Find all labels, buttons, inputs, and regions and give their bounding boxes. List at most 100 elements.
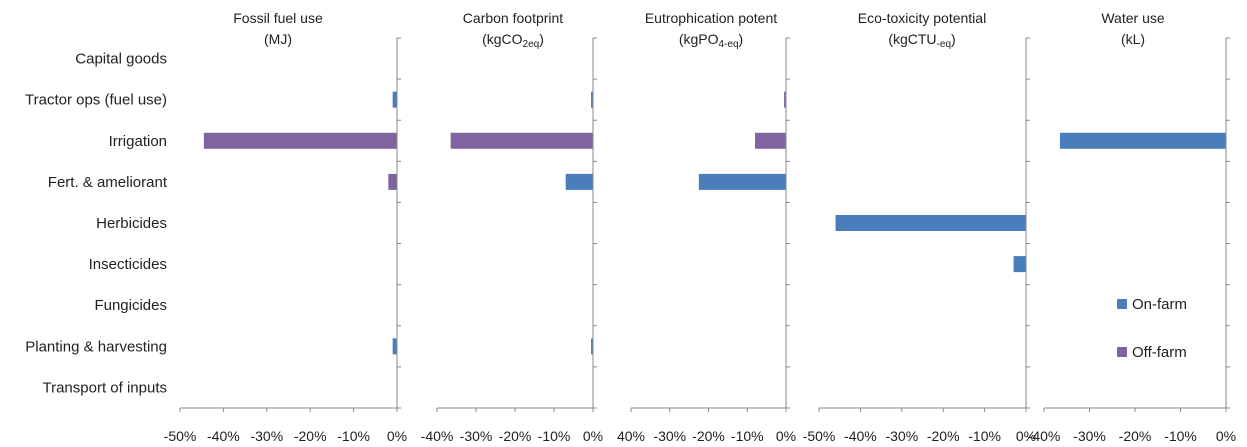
category-label-irrigation: Irrigation [109, 133, 167, 150]
unit-main: (kgPO [679, 31, 719, 47]
x-tick-label: -20% [499, 428, 532, 444]
x-tick-label: 0% [1216, 428, 1236, 444]
category-label-capital-goods: Capital goods [75, 51, 167, 68]
x-tick-label: -40% [207, 428, 240, 444]
bar-fert-ameliorant-on-farm [698, 173, 786, 190]
x-axis: -50% -40% -30% -20% -10% 0% [164, 407, 407, 444]
bar-irrigation-off-farm [203, 132, 397, 149]
bar-fert-ameliorant-off-farm [388, 173, 397, 190]
panel-title: Eutrophication potent [645, 10, 777, 26]
legend-label-off-farm: Off-farm [1132, 344, 1187, 361]
x-tick-label: -20% [692, 428, 725, 444]
bar-irrigation-on-farm [1059, 132, 1226, 149]
category-label-fungicides: Fungicides [94, 297, 167, 314]
bar-irrigation-off-farm [450, 132, 593, 149]
x-tick-label: 40% [617, 428, 645, 444]
x-tick-label: 0% [776, 428, 796, 444]
x-tick-label: -10% [337, 428, 370, 444]
bar-tractor-ops-fuel-use-on-farm [392, 91, 397, 108]
category-labels: Capital goods Tractor ops (fuel use) Irrig… [25, 51, 168, 397]
category-label-fert-ameliorant: Fert. & ameliorant [48, 174, 168, 191]
y-axis [1025, 37, 1030, 409]
panel-unit: (kgCTU-eq) [888, 31, 955, 50]
x-axis: -40% -30% -20% -10% 0% [1028, 407, 1236, 444]
panel-title: Carbon footprint [463, 10, 564, 26]
panel-fossil-fuel-use: Fossil fuel use (MJ) -50% -40% -30% -20% -10% 0… [164, 10, 407, 444]
x-tick-label: -30% [1073, 428, 1106, 444]
x-tick-label: -50% [164, 428, 197, 444]
unit-tail: ) [539, 31, 544, 47]
bar-fert-ameliorant-on-farm [565, 173, 593, 190]
panel-unit: (MJ) [264, 31, 292, 47]
x-tick-label: -10% [538, 428, 571, 444]
x-tick-label: -30% [653, 428, 686, 444]
bars [450, 91, 593, 355]
category-label-insecticides: Insecticides [89, 256, 167, 273]
x-tick-label: -10% [968, 428, 1001, 444]
unit-main: (MJ [264, 31, 287, 47]
unit-main: (kgCO [482, 31, 523, 47]
x-tick-label: 0% [387, 428, 407, 444]
x-tick-label: -10% [731, 428, 764, 444]
legend-label-on-farm: On-farm [1132, 296, 1187, 313]
panel-eutrophication-potent: Eutrophication potent (kgPO4-eq) 40% -30% -2… [617, 10, 796, 444]
x-tick-label: -30% [885, 428, 918, 444]
x-tick-label: -30% [250, 428, 283, 444]
unit-main: (kgCTU [888, 31, 936, 47]
panel-title: Fossil fuel use [233, 10, 323, 26]
unit-tail: ) [287, 31, 292, 47]
legend-swatch-on-farm [1117, 299, 1127, 309]
y-axis [1225, 37, 1230, 409]
x-tick-label: -20% [294, 428, 327, 444]
unit-subscript: 4-eq [719, 39, 739, 50]
bar-herbicides-on-farm [835, 215, 1026, 231]
unit-tail: ) [739, 31, 744, 47]
bar-planting-harvesting-on-farm [591, 338, 593, 355]
x-axis: -40% -30% -20% -10% 0% [421, 407, 603, 444]
unit-subscript: 2eq [523, 39, 540, 50]
x-tick-label: -40% [1028, 428, 1061, 444]
bar-irrigation-off-farm [755, 132, 786, 149]
x-axis: -50% -40% -30% -20% -10% 0% [803, 407, 1036, 444]
x-axis: 40% -30% -20% -10% 0% [617, 407, 796, 444]
y-axis [396, 37, 401, 409]
x-tick-label: -10% [1164, 428, 1197, 444]
panel-water-use: Water use (kL) -40% -30% -20% -10% 0% [1028, 10, 1236, 444]
panel-title: Water use [1101, 10, 1164, 26]
x-tick-label: -40% [421, 428, 454, 444]
bars [698, 91, 786, 190]
unit-subscript: -eq [937, 39, 951, 50]
unit-tail: ) [1140, 31, 1145, 47]
legend: On-farm Off-farm [1117, 296, 1187, 361]
unit-main: (kL [1121, 31, 1141, 47]
panel-unit: (kgCO2eq) [482, 31, 544, 50]
panel-carbon-footprint: Carbon footprint (kgCO2eq) -40% -30% -20% -10… [421, 10, 603, 444]
bars [203, 91, 397, 355]
x-tick-label: -20% [927, 428, 960, 444]
y-axis [785, 37, 790, 409]
category-label-tractor-ops-fuel-use: Tractor ops (fuel use) [25, 92, 167, 109]
bar-tractor-ops-fuel-use-off-farm [784, 91, 786, 108]
x-tick-label: 0% [1016, 428, 1036, 444]
panel-title: Eco-toxicity potential [858, 10, 986, 26]
bar-planting-harvesting-on-farm [392, 338, 397, 355]
bars [1059, 132, 1226, 149]
panel-unit: (kgPO4-eq) [679, 31, 743, 50]
x-tick-label: -20% [1119, 428, 1152, 444]
legend-swatch-off-farm [1117, 347, 1127, 357]
y-axis [592, 37, 597, 409]
category-label-transport-of-inputs: Transport of inputs [42, 379, 167, 396]
category-label-planting-harvesting: Planting & harvesting [25, 338, 167, 355]
bar-tractor-ops-fuel-use-on-farm [591, 91, 593, 108]
category-label-herbicides: Herbicides [96, 215, 167, 232]
x-tick-label: -40% [844, 428, 877, 444]
unit-tail: ) [951, 31, 956, 47]
panel-unit: (kL) [1121, 31, 1145, 47]
x-tick-label: -30% [460, 428, 493, 444]
x-tick-label: 0% [583, 428, 603, 444]
x-tick-label: -50% [803, 428, 836, 444]
bars [835, 215, 1026, 273]
panel-eco-toxicity-potential: Eco-toxicity potential (kgCTU-eq) -50% -40%… [803, 10, 1036, 444]
bar-insecticides-on-farm [1013, 256, 1026, 273]
